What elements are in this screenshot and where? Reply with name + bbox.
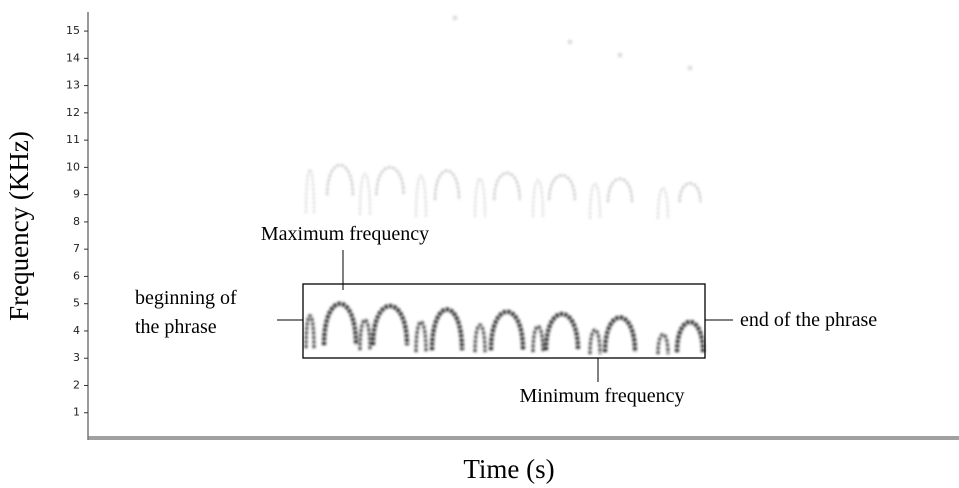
- syllable: [544, 312, 580, 351]
- noise: [567, 39, 573, 45]
- syllable: [531, 325, 545, 353]
- y-tick-label: 6: [73, 269, 80, 282]
- syllable: [326, 164, 354, 196]
- syllable: [473, 323, 487, 353]
- y-tick-label: 1: [73, 406, 80, 419]
- y-tick-label: 7: [73, 242, 80, 255]
- noise-floor: [88, 436, 959, 440]
- syllable: [474, 178, 486, 218]
- noise: [617, 52, 623, 58]
- y-tick-label: 3: [73, 351, 80, 364]
- y-tick-label: 13: [66, 79, 80, 92]
- syllable: [415, 175, 427, 218]
- syllable: [489, 309, 525, 351]
- annotation: Maximum frequency: [261, 223, 429, 245]
- y-tick-label: 10: [66, 160, 80, 173]
- x-axis-title: Time (s): [463, 454, 554, 484]
- syllable: [359, 173, 371, 216]
- syllable: [532, 179, 544, 218]
- y-tick-label: 12: [66, 106, 80, 119]
- syllable: [678, 182, 702, 203]
- y-tick-label: 11: [66, 133, 80, 146]
- syllable: [358, 318, 372, 351]
- y-tick-label: 14: [66, 51, 80, 64]
- syllable: [603, 315, 637, 353]
- syllable: [434, 169, 460, 201]
- annotation: end of the phrase: [740, 309, 877, 331]
- syllable: [675, 320, 705, 353]
- phrase-box: [302, 283, 706, 359]
- y-axis-title: Frequency (KHz): [4, 131, 34, 321]
- syllable: [414, 320, 428, 353]
- y-tick-label: 8: [73, 215, 80, 228]
- y-tick-label: 4: [73, 324, 80, 337]
- syllable: [304, 314, 316, 349]
- syllable: [589, 183, 601, 220]
- syllable: [657, 187, 669, 220]
- y-tick-label: 2: [73, 378, 80, 391]
- syllable: [322, 301, 358, 346]
- noise: [452, 15, 458, 21]
- syllable: [548, 174, 576, 201]
- annotation: the phrase: [135, 316, 217, 338]
- y-tick-label: 15: [66, 24, 80, 37]
- spectrogram: [304, 15, 705, 355]
- noise: [687, 65, 693, 71]
- syllable: [305, 168, 315, 214]
- y-tick-label: 9: [73, 188, 80, 201]
- syllable: [375, 166, 405, 196]
- y-tick-label: 5: [73, 297, 80, 310]
- syllable: [656, 333, 670, 355]
- annotation: Minimum frequency: [520, 385, 685, 407]
- syllable: [430, 307, 464, 351]
- syllable: [607, 177, 633, 203]
- syllable: [588, 328, 602, 355]
- syllable: [493, 172, 521, 201]
- annotation: beginning of: [135, 287, 237, 309]
- syllable: [371, 304, 409, 346]
